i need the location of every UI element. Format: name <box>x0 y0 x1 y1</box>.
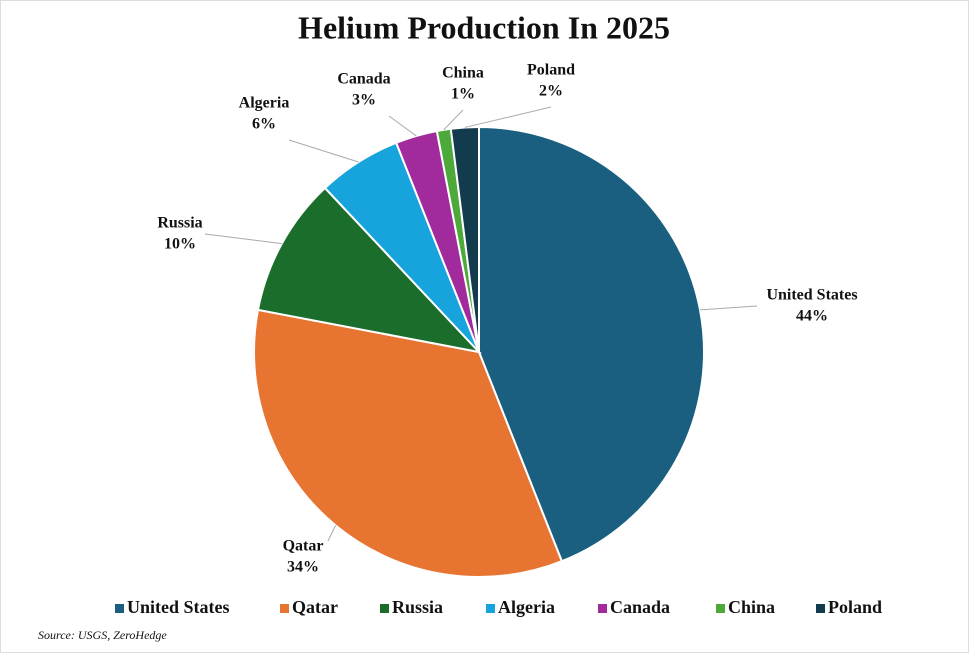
pie-slice <box>253 308 564 578</box>
legend-label: China <box>728 597 775 617</box>
legend-label: Canada <box>610 597 670 617</box>
leader-line <box>464 106 552 128</box>
leader-line <box>443 109 464 131</box>
legend-label: Qatar <box>292 597 338 617</box>
leader-line <box>327 525 337 542</box>
legend-label: United States <box>127 597 230 617</box>
slice-label: Qatar <box>283 538 324 555</box>
legend-label: Poland <box>828 597 882 617</box>
slice-value: 3% <box>352 92 376 109</box>
legend-swatch <box>486 604 495 613</box>
legend-label: Algeria <box>498 597 555 617</box>
slice-value: 2% <box>539 83 563 100</box>
legend-swatch <box>380 604 389 613</box>
slice-value: 1% <box>451 86 475 103</box>
slice-label: Poland <box>527 62 575 79</box>
legend-swatch <box>115 604 124 613</box>
legend-swatch <box>598 604 607 613</box>
slice-value: 34% <box>287 559 319 576</box>
slice-label: Russia <box>157 215 202 232</box>
leader-line <box>204 233 282 245</box>
chart-title: Helium Production In 2025 <box>298 9 670 45</box>
legend-label: Russia <box>392 597 443 617</box>
legend-swatch <box>280 604 289 613</box>
legend-swatch <box>716 604 725 613</box>
leader-line <box>388 115 417 137</box>
leader-line <box>288 139 359 163</box>
slice-label: China <box>442 65 484 82</box>
slice-value: 44% <box>796 308 828 325</box>
slice-value: 6% <box>252 116 276 133</box>
slice-label: Canada <box>337 71 390 88</box>
slice-value: 10% <box>164 236 196 253</box>
leader-line <box>699 305 758 311</box>
slice-label: United States <box>766 287 857 304</box>
slice-label: Algeria <box>239 95 290 112</box>
legend-swatch <box>816 604 825 613</box>
source-note: Source: USGS, ZeroHedge <box>38 628 167 642</box>
